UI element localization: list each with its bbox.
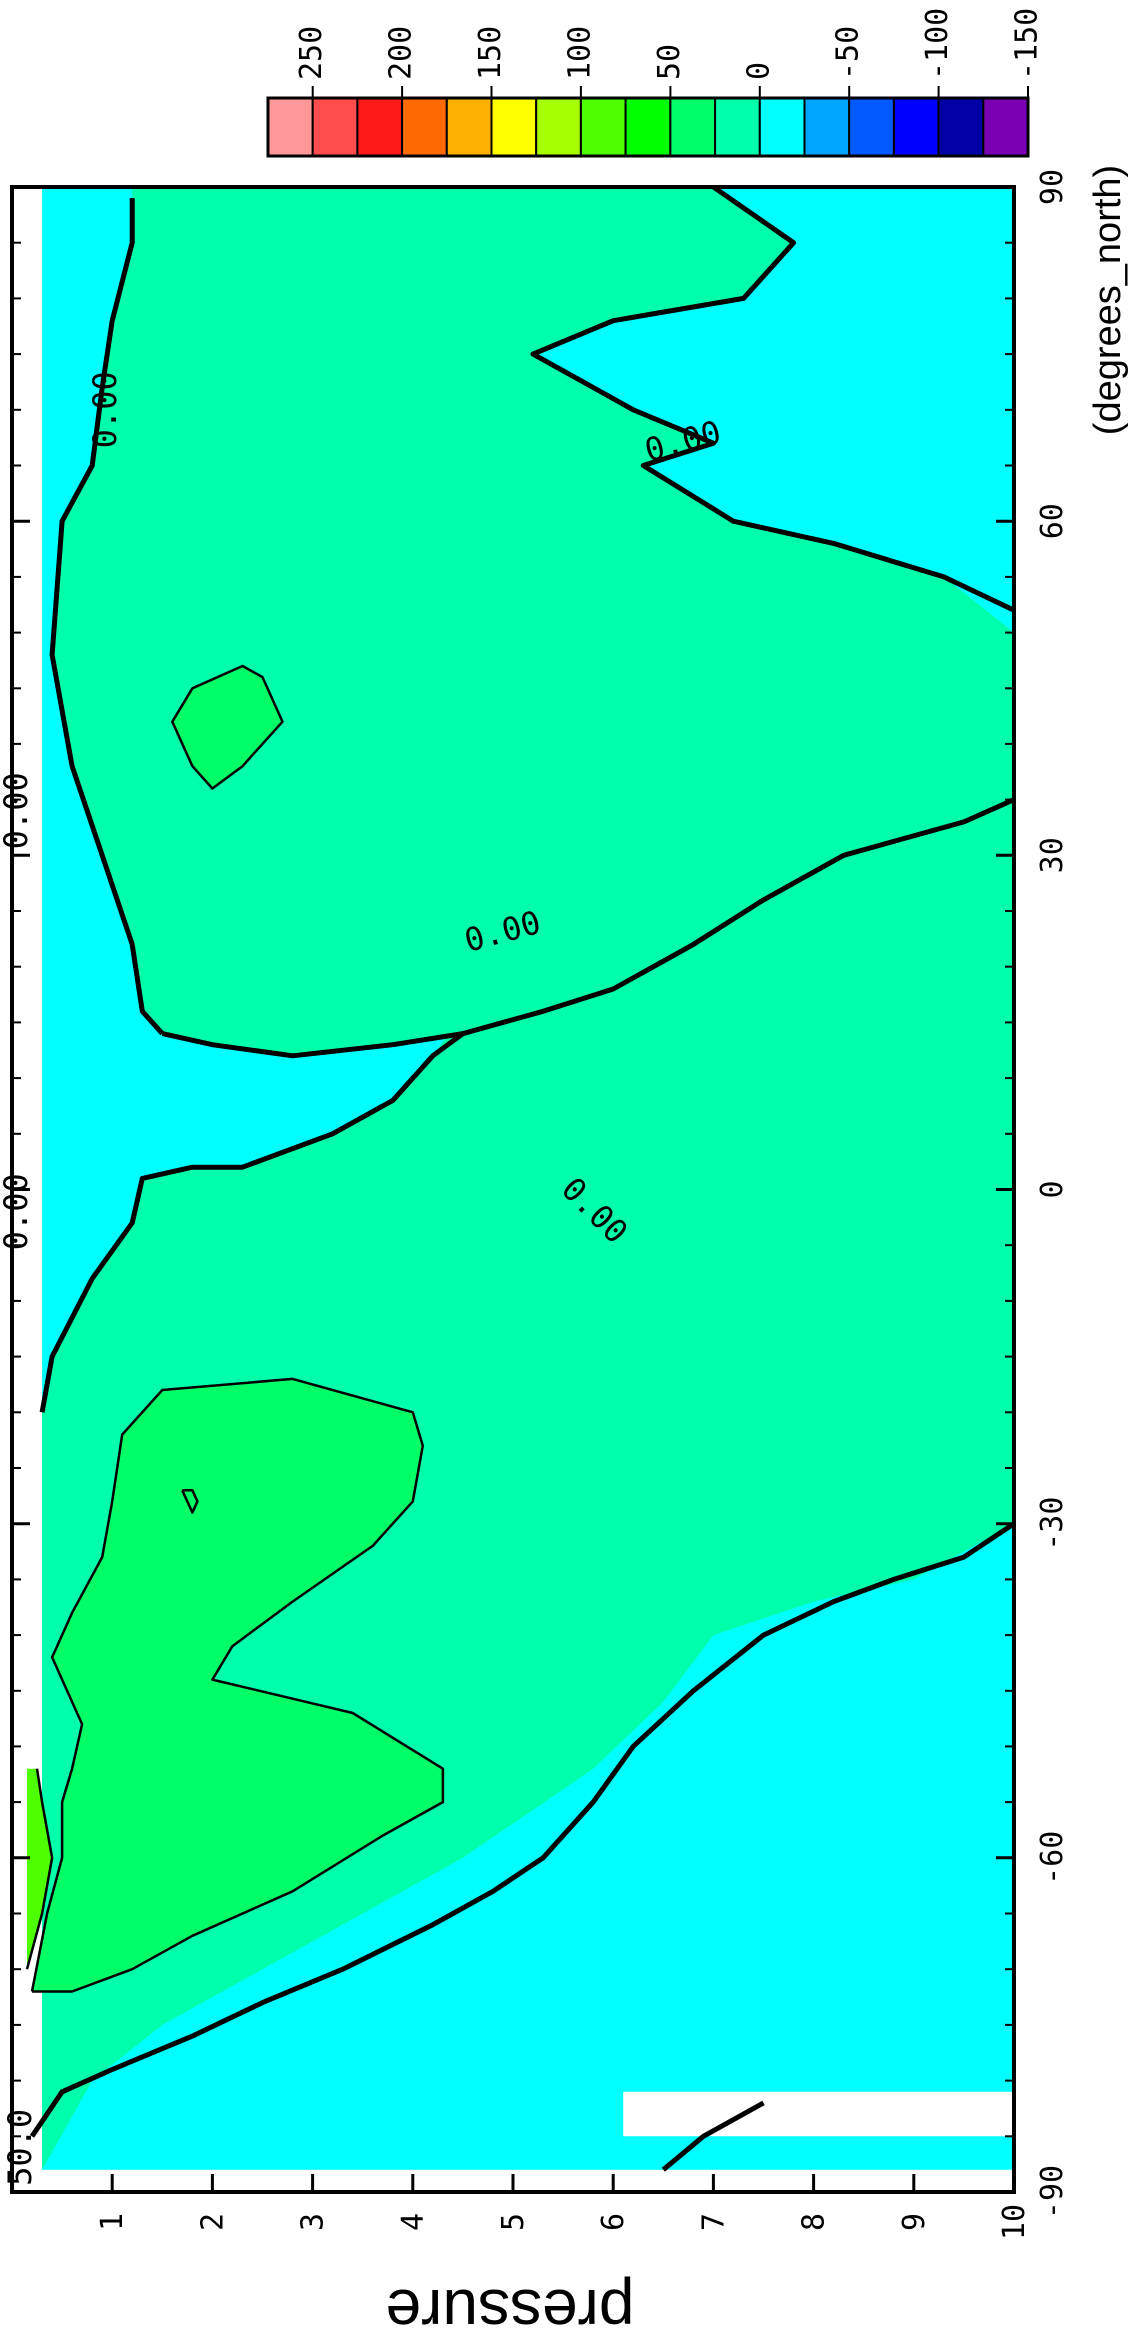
region-missing-bottom-left	[623, 2091, 1014, 2137]
contour-zero-contour-north	[49, 198, 165, 1036]
y-tick-label-4: 5	[496, 2213, 531, 2231]
colorbar-label-0: 250	[294, 26, 329, 80]
colorbar-swatch-3	[401, 97, 448, 157]
colorbar-swatch-14	[892, 97, 940, 157]
colorbar-frame	[266, 96, 1030, 158]
colorbar-label-8: -150	[1010, 8, 1045, 80]
colorbar-swatch-0	[267, 97, 314, 157]
y-tick-label-5: 6	[596, 2213, 631, 2231]
colorbar-swatch-15	[937, 97, 985, 157]
colorbar-swatch-9	[669, 97, 717, 157]
y-tick-label-1: 2	[195, 2213, 230, 2231]
contour-line-layer	[25, 184, 1016, 2172]
colorbar-label-2: 150	[473, 26, 508, 80]
x-tick-label-6: 90	[1035, 169, 1070, 205]
colorbar-swatch-12	[803, 97, 851, 157]
contour-zero-contour-equator	[161, 797, 1016, 1059]
region-southern-core	[27, 1768, 53, 1970]
x-tick-label-4: 30	[1035, 837, 1070, 873]
region-northern-maximum	[172, 666, 283, 789]
contour-negative-island-contour	[661, 2100, 765, 2172]
contour-label-0: 0.00	[86, 371, 124, 448]
contour-zero-contour-tropics	[39, 1031, 465, 1413]
y-tick-label-9: 10	[997, 2204, 1032, 2240]
colorbar-label-4: 50	[652, 44, 687, 80]
y-tick-label-3: 4	[396, 2213, 431, 2231]
colorbar-swatch-13	[848, 97, 895, 157]
colorbar-swatch-6	[535, 97, 582, 157]
filled-contour-layer	[27, 187, 1015, 2170]
x-tick-label-0: -90	[1035, 2165, 1070, 2219]
colorbar-label-6: -50	[831, 26, 866, 80]
contour-hundred-contour-south	[25, 1768, 54, 1970]
colorbar-label-7: -100	[920, 8, 955, 80]
colorbar-label-3: 100	[562, 26, 597, 80]
y-axis-title: pressure	[386, 2276, 635, 2338]
y-tick-label-7: 8	[797, 2213, 832, 2231]
region-southern-maximum	[32, 1378, 443, 1992]
y-tick-label-0: 1	[95, 2213, 130, 2231]
x-tick-label-3: 0	[1035, 1180, 1070, 1198]
contour-zero-contour-south	[29, 1521, 1016, 2138]
contour-label-5: 0.00	[0, 1173, 35, 1250]
colorbar-swatch-2	[356, 97, 404, 157]
y-tick-label-8: 9	[897, 2213, 932, 2231]
y-axis: 1 2 3 4 5 6 7 8 9 10	[95, 2174, 1032, 2240]
colorbar-swatch-8	[624, 97, 672, 157]
colorbar-label-1: 200	[384, 26, 419, 80]
colorbar-label-5: 0	[741, 62, 776, 80]
contour-label-4: 0.00	[0, 772, 35, 849]
colorbar-swatch-7	[579, 97, 627, 157]
colorbar-swatch-1	[311, 97, 359, 157]
x-axis-title: (degrees_north)	[1087, 165, 1129, 435]
x-tick-label-5: 60	[1035, 503, 1070, 539]
region-upper-positive-region	[52, 187, 1015, 1056]
colorbar-swatch-5	[490, 97, 538, 157]
y-tick-label-6: 7	[696, 2213, 731, 2231]
y-tick-label-2: 3	[296, 2213, 331, 2231]
contour-fifty-contour-south	[30, 1377, 445, 1993]
x-axis: -90 -60 -30 0 30 60 90	[12, 169, 1070, 2219]
contour-zero-contour-trough	[530, 184, 1016, 613]
contour-fifty-contour-north	[171, 664, 284, 790]
contour-label-6: 50.0	[1, 2109, 39, 2186]
colorbar-swatch-11	[758, 97, 806, 157]
contour-small-closed-contour	[181, 1489, 199, 1514]
x-tick-label-2: -30	[1035, 1497, 1070, 1551]
colorbar-swatch-4	[445, 97, 493, 157]
x-tick-label-1: -60	[1035, 1831, 1070, 1885]
colorbar: 250 200 150 100 50 0 -50 -100 -150	[266, 8, 1045, 158]
colorbar-swatch-16	[982, 97, 1029, 157]
colorbar-swatch-10	[714, 97, 761, 157]
